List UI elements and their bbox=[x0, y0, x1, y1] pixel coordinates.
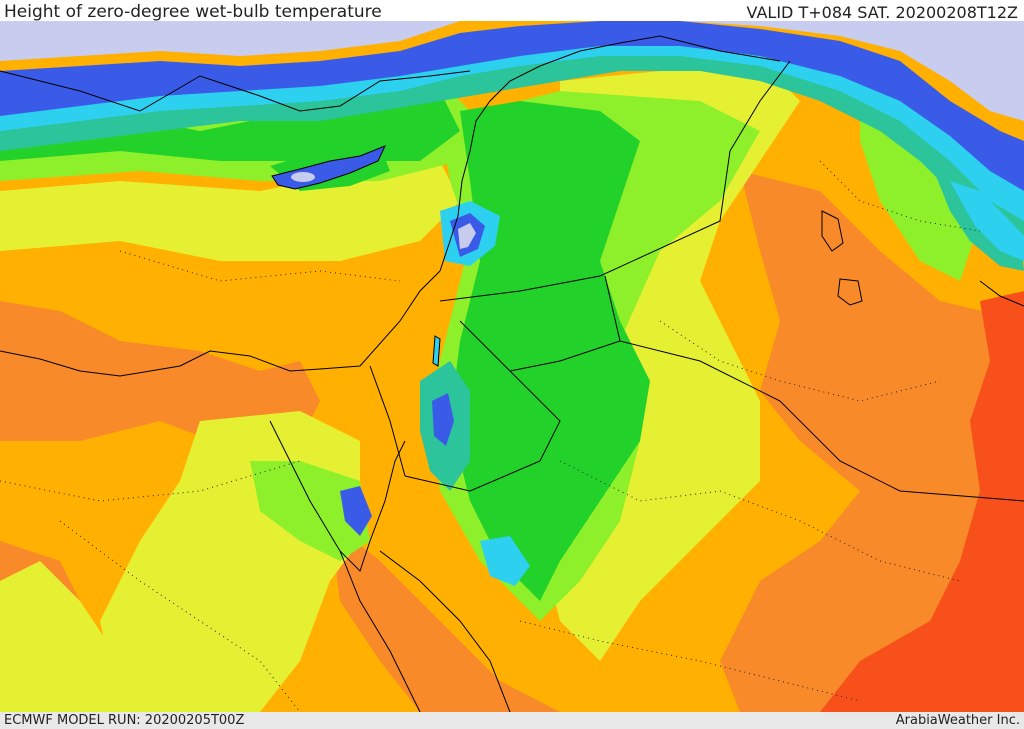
coastline-levant bbox=[439, 35, 781, 272]
zone-blue-sinai bbox=[340, 486, 372, 536]
zone-darkorange-redsea bbox=[330, 521, 560, 712]
weather-map bbox=[0, 21, 1024, 712]
zone-blue-jordan bbox=[432, 393, 454, 446]
coastline-north-africa bbox=[0, 270, 441, 377]
zone-lightgreen-sinai bbox=[250, 461, 370, 561]
footer-bar: ECMWF MODEL RUN: 20200205T00Z ArabiaWeat… bbox=[0, 712, 1024, 729]
zone-green-levant bbox=[450, 101, 650, 601]
dead-sea bbox=[432, 335, 441, 367]
lake-habbaniyah bbox=[837, 278, 863, 306]
valid-time: VALID T+084 SAT. 20200208T12Z bbox=[746, 3, 1018, 22]
zone-blue-north bbox=[0, 21, 1024, 191]
zone-lavender-lebanon bbox=[458, 223, 476, 249]
model-run: ECMWF MODEL RUN: 20200205T00Z bbox=[4, 713, 245, 728]
coastline-red-sea-west bbox=[339, 550, 421, 712]
zone-red-east bbox=[820, 291, 1024, 712]
coastline-gulf-suez bbox=[269, 420, 406, 572]
zone-yellow-south bbox=[0, 561, 160, 712]
zone-lavender-north bbox=[0, 21, 1024, 121]
zone-cyan-saudi bbox=[480, 536, 530, 586]
zone-teal-north bbox=[0, 31, 1024, 261]
country-borders bbox=[369, 60, 1024, 502]
coastline-turkey bbox=[0, 70, 471, 112]
cyprus-peak bbox=[291, 172, 315, 182]
coastline-red-sea-east bbox=[379, 550, 511, 712]
admin-lines bbox=[0, 160, 981, 712]
persian-gulf bbox=[979, 280, 1024, 307]
header-bar: Height of zero-degree wet-bulb temperatu… bbox=[0, 0, 1024, 22]
lake-tharthar bbox=[821, 210, 844, 252]
credit-text: ArabiaWeather Inc. bbox=[895, 713, 1020, 728]
zone-darkorange-east bbox=[720, 171, 1024, 712]
zone-cyan-north bbox=[0, 26, 1024, 221]
map-title: Height of zero-degree wet-bulb temperatu… bbox=[4, 2, 382, 22]
zone-darkorange-west bbox=[0, 301, 320, 451]
zone-cyan-east bbox=[950, 181, 1024, 261]
